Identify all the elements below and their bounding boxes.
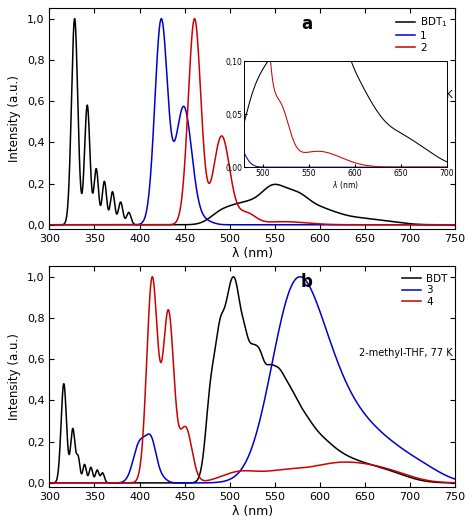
X-axis label: λ (nm): λ (nm) [232,247,273,259]
Y-axis label: Intensity (a.u.): Intensity (a.u.) [9,75,21,162]
Text: 2-methyl-THF, 77 K: 2-methyl-THF, 77 K [359,348,453,358]
Text: b: b [301,273,313,291]
Text: 2-methyl-THF, 77 K: 2-methyl-THF, 77 K [359,90,453,100]
Legend: BDT$_1$, 1, 2: BDT$_1$, 1, 2 [394,14,450,55]
Legend: BDT, 3, 4: BDT, 3, 4 [401,272,450,309]
X-axis label: λ (nm): λ (nm) [232,504,273,518]
Y-axis label: Intensity (a.u.): Intensity (a.u.) [9,333,21,420]
Text: a: a [301,15,312,33]
